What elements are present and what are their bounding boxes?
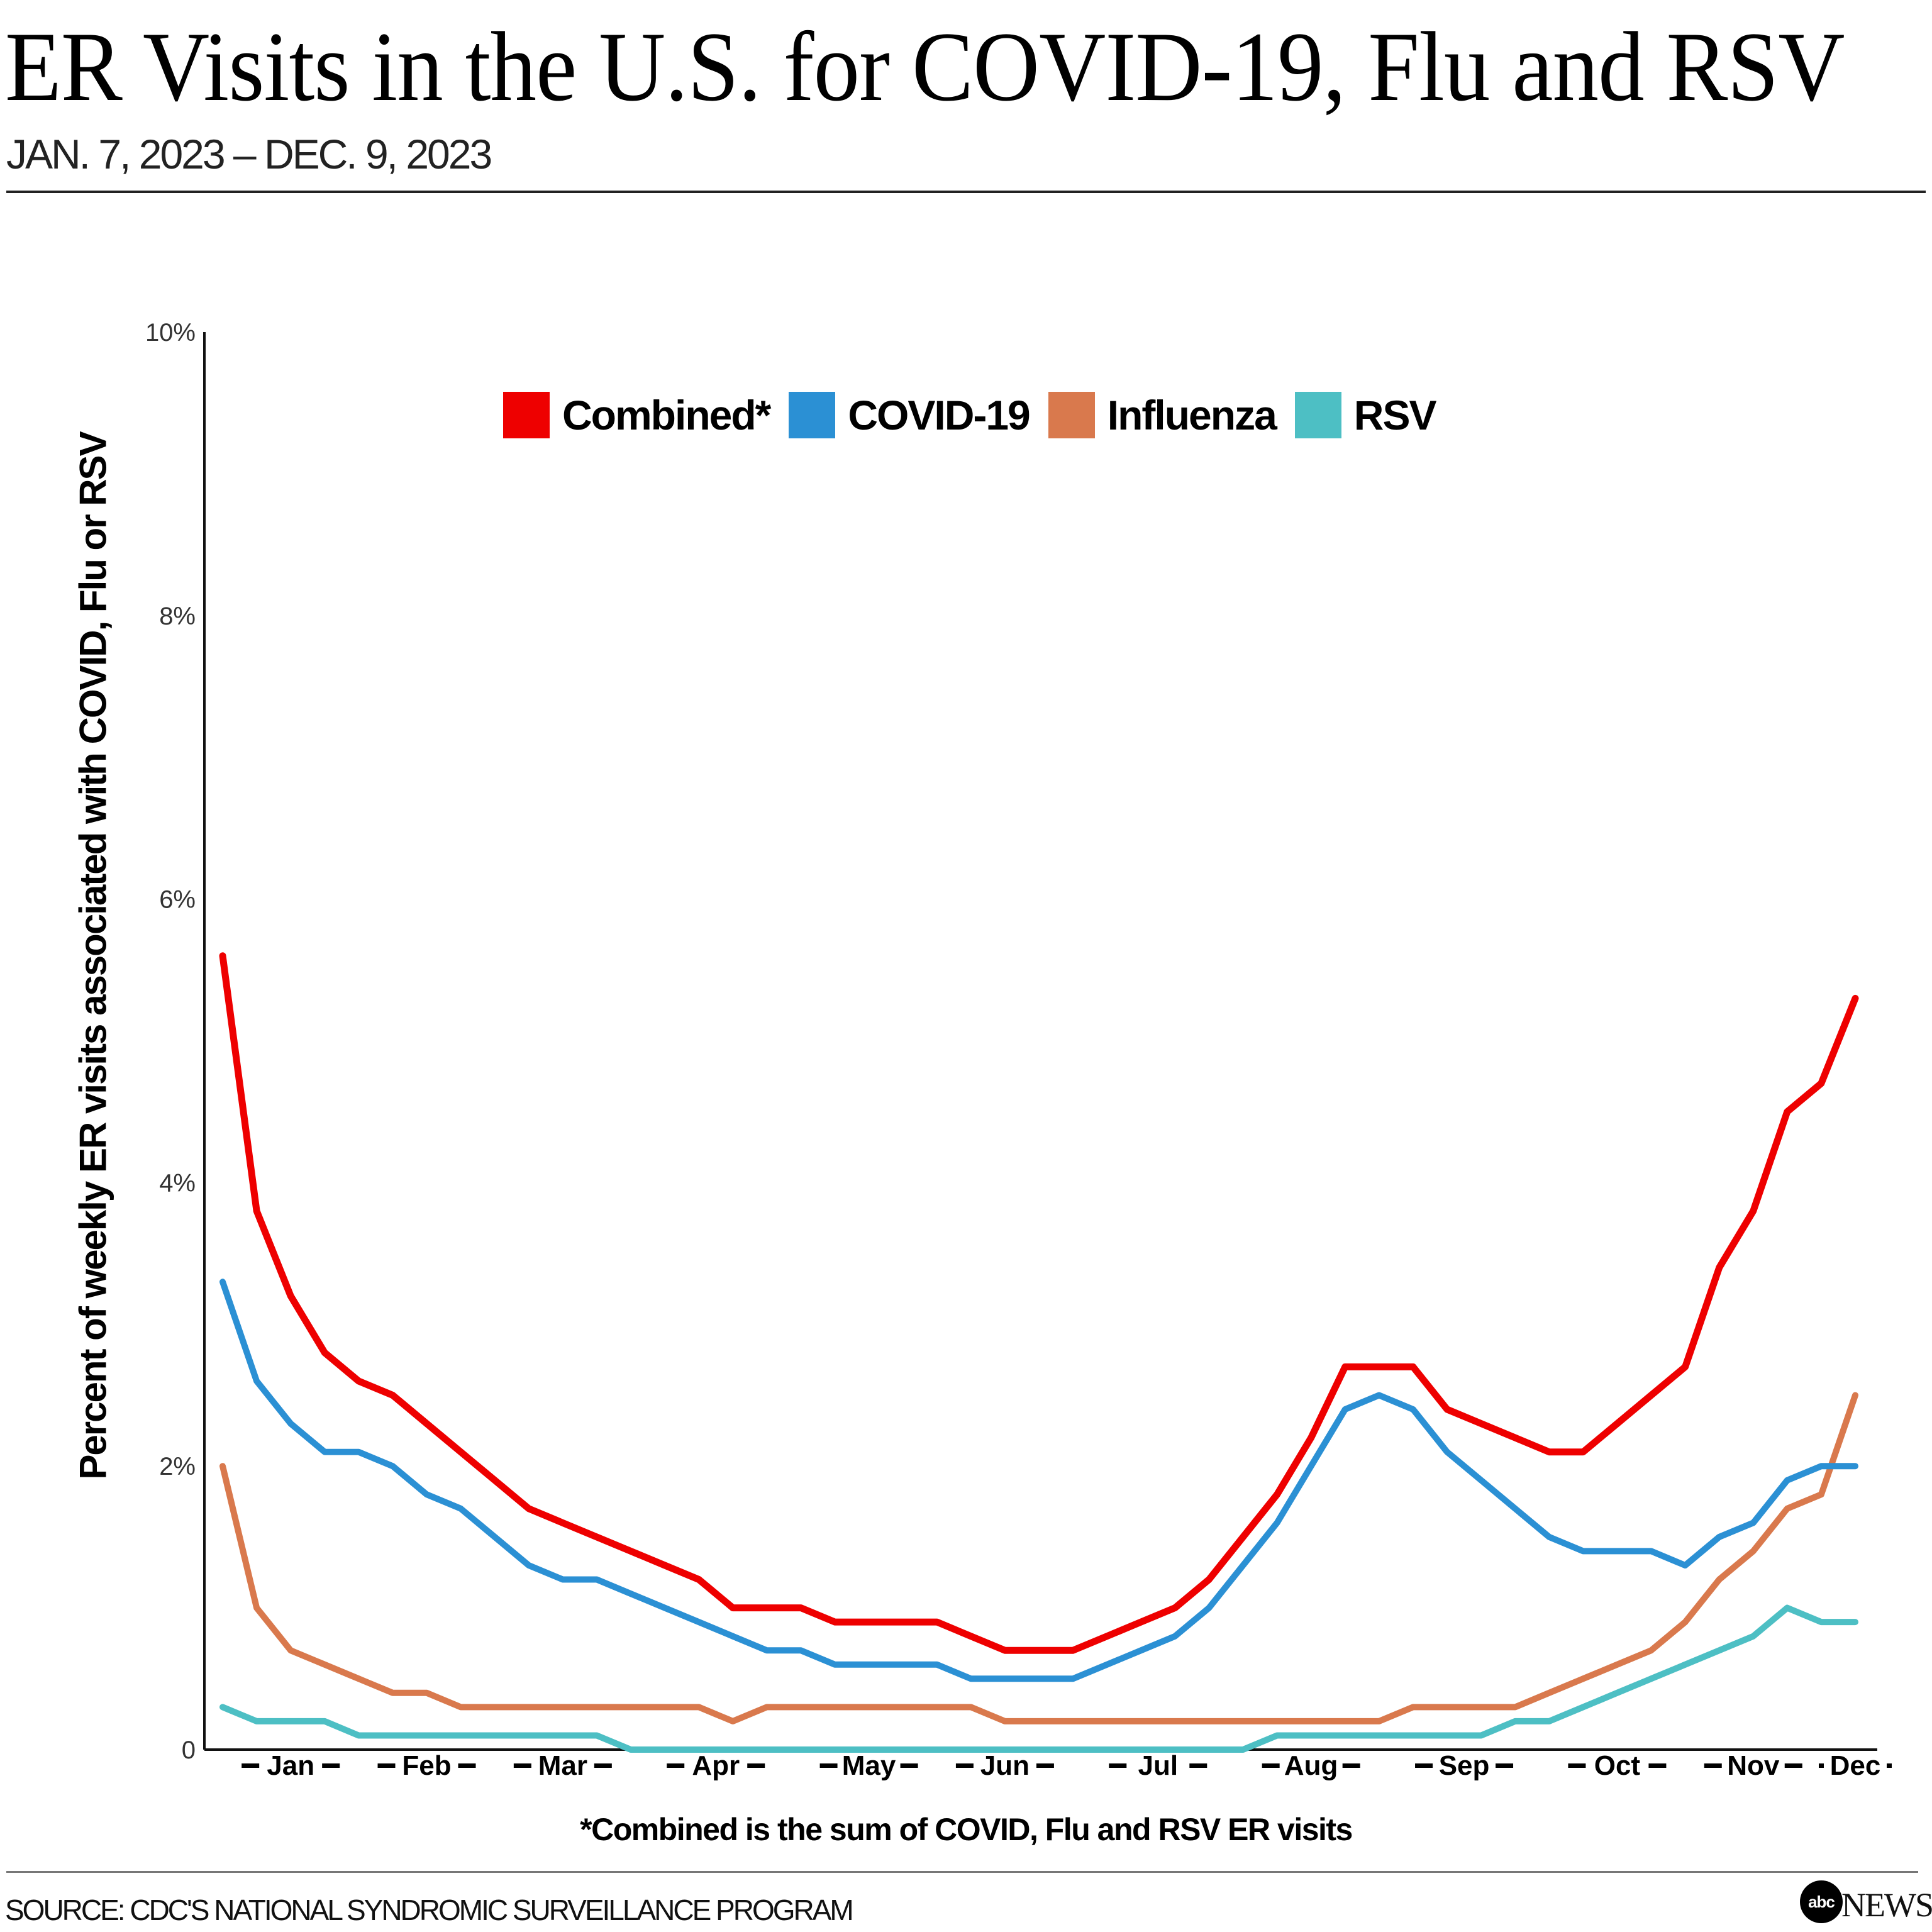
footnote: *Combined is the sum of COVID, Flu and R…: [580, 1812, 1353, 1847]
x-tick: Jun: [955, 1750, 1054, 1781]
x-tick-label: May: [842, 1750, 896, 1781]
legend-item-combined[interactable]: Combined*: [503, 391, 771, 439]
header-divider: [6, 191, 1926, 193]
series-line-rsv: [219, 1604, 1858, 1753]
x-tick: Jan: [242, 1750, 340, 1781]
legend-item-influenza[interactable]: Influenza: [1048, 391, 1277, 439]
x-tick-label: Sep: [1439, 1750, 1490, 1781]
x-tick-dash: [1784, 1763, 1802, 1768]
x-tick: Nov: [1704, 1750, 1802, 1781]
y-tick-label: 6%: [159, 886, 196, 914]
chart-subtitle: JAN. 7, 2023 – DEC. 9, 2023: [6, 131, 492, 177]
abc-logo-icon: abc: [1800, 1880, 1843, 1923]
series-line-influenza: [219, 1392, 1858, 1724]
y-tick-label: 0: [182, 1736, 196, 1764]
x-tick: Sep: [1415, 1750, 1514, 1781]
x-tick-dash: [747, 1763, 765, 1768]
x-tick-dash: [1819, 1763, 1824, 1768]
x-tick: Aug: [1262, 1750, 1360, 1781]
x-tick: Feb: [377, 1750, 476, 1781]
series-lines: [219, 952, 1859, 1753]
x-tick: Jul: [1109, 1750, 1208, 1781]
series-line-covid: [219, 1279, 1858, 1682]
y-axis-ticks: 0 2% 4% 6% 8% 10%: [145, 319, 196, 1764]
x-tick-dash: [1109, 1763, 1127, 1768]
abc-news-logo: abc NEWS: [1800, 1880, 1932, 1924]
x-tick-dash: [242, 1763, 260, 1768]
x-tick-dash: [594, 1763, 612, 1768]
y-tick-label: 10%: [145, 319, 196, 347]
logo-news-text: NEWS: [1841, 1886, 1932, 1924]
legend-swatch-covid: [789, 392, 836, 438]
x-tick-dash: [1415, 1763, 1433, 1768]
legend-swatch-combined: [503, 392, 550, 438]
legend-item-rsv[interactable]: RSV: [1294, 391, 1437, 439]
x-tick-dash: [900, 1763, 918, 1768]
x-tick-label: Feb: [402, 1750, 451, 1781]
x-tick-dash: [1342, 1763, 1360, 1768]
x-tick-label: Jan: [267, 1750, 314, 1781]
x-tick-label: Jul: [1138, 1750, 1179, 1781]
legend-swatch-influenza: [1048, 392, 1095, 438]
legend-label-rsv: RSV: [1353, 392, 1437, 438]
x-tick-dash: [377, 1763, 396, 1768]
x-axis-ticks: Jan Feb Mar Apr May Jun Jul Aug Sep Oct Nov Dec: [242, 1750, 1892, 1781]
x-tick-label: Jun: [980, 1750, 1030, 1781]
x-tick-label: Mar: [538, 1750, 587, 1781]
y-axis-title: Percent of weekly ER visits associated w…: [72, 432, 114, 1480]
footer-divider: [6, 1871, 1918, 1873]
x-tick: Dec: [1819, 1750, 1892, 1781]
legend-label-influenza: Influenza: [1107, 392, 1277, 438]
chart-title: ER Visits in the U.S. for COVID-19, Flu …: [5, 12, 1845, 122]
x-tick-dash: [1648, 1763, 1667, 1768]
x-tick-dash: [1189, 1763, 1208, 1768]
x-tick-dash: [1262, 1763, 1280, 1768]
y-tick-label: 8%: [159, 602, 196, 630]
x-tick: Apr: [667, 1750, 765, 1781]
legend-label-combined: Combined*: [562, 392, 771, 438]
legend-item-covid[interactable]: COVID-19: [789, 391, 1031, 439]
x-tick: Mar: [513, 1750, 612, 1781]
x-tick-label: Aug: [1284, 1750, 1338, 1781]
x-tick-label: Apr: [692, 1750, 740, 1781]
chart-legend: Combined* COVID-19 Influenza RSV: [503, 391, 1455, 439]
x-tick-dash: [1887, 1763, 1892, 1768]
x-tick-dash: [667, 1763, 685, 1768]
x-tick: May: [819, 1750, 918, 1781]
x-tick-dash: [458, 1763, 476, 1768]
x-tick-label: Oct: [1594, 1750, 1641, 1781]
x-tick-dash: [1568, 1763, 1586, 1768]
x-tick-dash: [955, 1763, 974, 1768]
x-tick: Oct: [1568, 1750, 1667, 1781]
x-tick-dash: [1496, 1763, 1514, 1768]
x-tick-dash: [819, 1763, 838, 1768]
source-credit: SOURCE: CDC'S NATIONAL SYNDROMIC SURVEIL…: [5, 1894, 854, 1926]
line-chart: 0 2% 4% 6% 8% 10% Jan Feb Mar Apr May Jun Jul Aug Sep…: [145, 319, 1892, 1781]
x-tick-label: Nov: [1727, 1750, 1780, 1781]
x-tick-dash: [1704, 1763, 1722, 1768]
series-line-combined: [219, 952, 1859, 1654]
x-tick-dash: [513, 1763, 531, 1768]
legend-label-covid: COVID-19: [848, 392, 1030, 438]
x-tick-dash: [322, 1763, 340, 1768]
x-tick-label: Dec: [1830, 1750, 1881, 1781]
legend-swatch-rsv: [1294, 392, 1341, 438]
y-tick-label: 4%: [159, 1169, 196, 1197]
y-tick-label: 2%: [159, 1453, 196, 1480]
x-tick-dash: [1036, 1763, 1054, 1768]
